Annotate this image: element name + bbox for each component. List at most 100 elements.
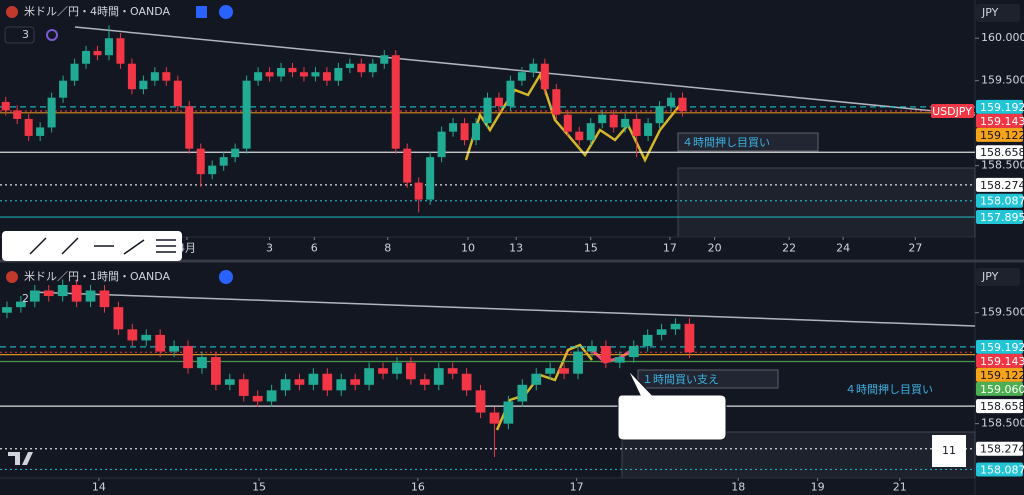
candle-body [586, 123, 595, 141]
price-tag-label: 159.192 [980, 101, 1024, 114]
candle-body [644, 123, 653, 136]
price-tag-label: 158.658 [980, 146, 1024, 159]
y-tick-label: 159.500 [981, 74, 1024, 87]
candle-body [254, 72, 263, 81]
candle-body [139, 80, 148, 90]
candle-body [357, 63, 366, 73]
candle-body [350, 379, 361, 385]
candle-body [587, 345, 597, 352]
x-tick-label: 22 [782, 242, 796, 255]
candle-body [211, 357, 221, 385]
annotation: ４時間押し目買い [682, 135, 770, 149]
candle-body [632, 118, 641, 136]
candle-body [655, 106, 664, 124]
candle-body [196, 148, 205, 175]
price-tag-label: 159.122 [980, 129, 1024, 142]
marks-layer: 160.000 159.500 158.500 4月 3 6 8 10 13 15 17 20 22 24… [0, 25, 1024, 494]
price-tag [976, 462, 1023, 477]
candle-body [461, 373, 472, 391]
candle-body [113, 307, 124, 330]
flag-icon [6, 271, 18, 283]
candle-body [475, 390, 486, 413]
candle-body [667, 97, 676, 107]
candle-body [70, 63, 79, 81]
price-tag [976, 381, 1023, 396]
currency-select[interactable] [976, 268, 1020, 286]
price-tag-label: 159.143 [980, 115, 1024, 128]
candle-body [391, 55, 400, 149]
drawing-toolbar [2, 231, 182, 261]
candle-body [47, 97, 56, 128]
candle-body [311, 72, 320, 77]
wave-drawing [495, 343, 593, 431]
candle-body [380, 55, 389, 64]
x-tick-label: 3 [266, 242, 273, 255]
replay-button[interactable] [219, 270, 233, 284]
candle-body [483, 97, 492, 124]
price-tag-label: 159.192 [980, 341, 1024, 354]
candle-body [116, 38, 125, 64]
trend-line [29, 291, 976, 327]
candle-body [684, 323, 695, 353]
candle-body [13, 110, 22, 119]
price-tag-label: 158.274 [980, 443, 1024, 456]
candle-body [173, 80, 182, 107]
price-tag [976, 210, 1023, 225]
x-tick-label: 15 [584, 242, 598, 255]
price-tag [976, 193, 1023, 208]
y-tick-label: 160.000 [981, 31, 1024, 44]
candle-body [127, 329, 138, 341]
x-tick-label: 4月 [178, 242, 196, 255]
candle-body [336, 379, 347, 391]
candle-body [71, 284, 82, 302]
candle-body [322, 373, 333, 391]
candle-body [364, 368, 374, 385]
candle-body [378, 368, 388, 374]
candle-body [224, 379, 235, 385]
candle-body [368, 63, 377, 73]
price-tag [976, 127, 1023, 142]
candle-body [219, 157, 228, 166]
price-tag-label: 157.895 [980, 211, 1024, 224]
count-label: 11 [942, 444, 956, 457]
candle-body [460, 123, 469, 141]
price-tag-label: 159.143 [980, 355, 1024, 368]
x-tick-label: 14 [92, 481, 106, 494]
candle-body [345, 63, 354, 68]
x-tick-label: 6 [311, 242, 318, 255]
price-tag-label: 158.087 [980, 463, 1024, 476]
candle-body [517, 384, 528, 402]
candle-body [419, 379, 430, 385]
candle-body [93, 50, 102, 56]
price-tag [976, 113, 1023, 128]
candle-body [449, 123, 458, 132]
candle-body [609, 114, 618, 128]
symbol-title: 米ドル／円・4時間・OANDA [24, 5, 170, 18]
candle-body [266, 390, 277, 402]
candle-body [162, 72, 171, 81]
x-tick-label: 24 [836, 242, 850, 255]
candle-body [127, 63, 136, 90]
replay-button[interactable] [219, 5, 233, 19]
x-tick-label: 17 [663, 242, 677, 255]
zone-box [677, 167, 976, 238]
x-tick-label: 20 [708, 242, 722, 255]
indicator-toggle[interactable] [4, 26, 35, 44]
annotation-box [637, 369, 779, 389]
candle-body [472, 123, 481, 141]
candle-body [150, 72, 159, 81]
indicator-icon [46, 29, 58, 41]
candle-body [403, 148, 412, 183]
currency-select[interactable] [976, 4, 1020, 22]
toolbar-icons[interactable] [29, 237, 176, 255]
candle-body [43, 290, 54, 297]
candle-body [628, 345, 639, 358]
candle-body [414, 182, 423, 200]
candle-body [294, 379, 305, 385]
trend-line [74, 26, 976, 116]
candle-body [621, 118, 630, 128]
flag-marker [196, 6, 207, 18]
candle-body [238, 379, 249, 396]
y-tick-label: 158.500 [981, 417, 1024, 430]
